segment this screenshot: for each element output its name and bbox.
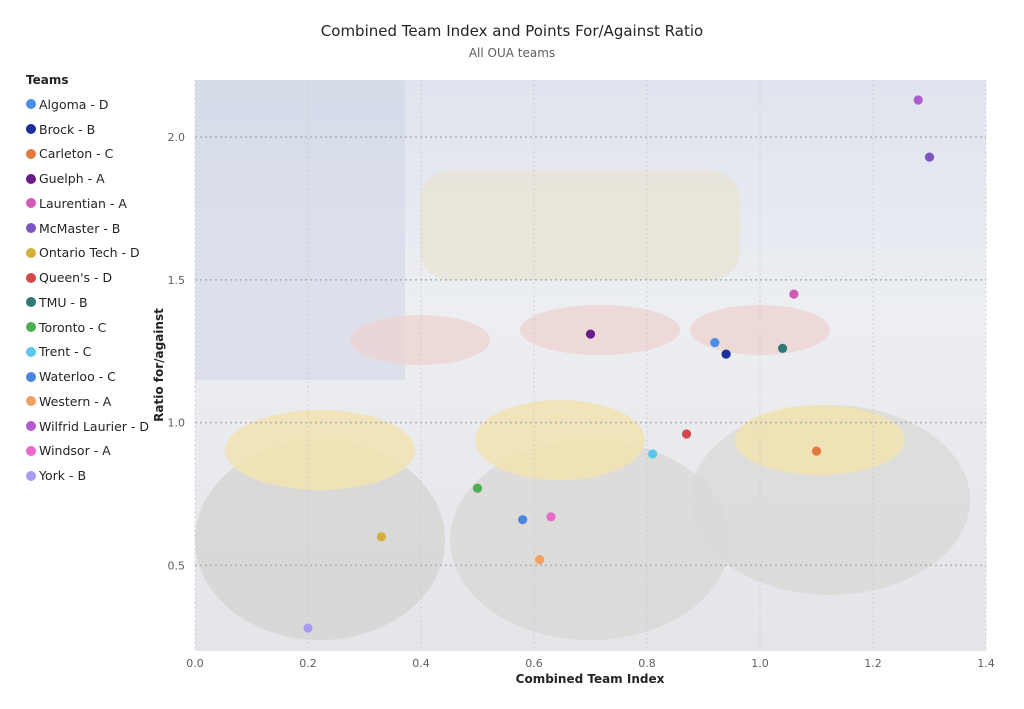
legend-marker bbox=[26, 470, 36, 481]
data-point[interactable] bbox=[546, 512, 556, 522]
x-tick-label: 0.0 bbox=[186, 657, 204, 670]
legend-label: TMU - B bbox=[39, 294, 88, 310]
y-axis-title: Ratio for/against bbox=[152, 308, 166, 422]
data-point[interactable] bbox=[710, 338, 720, 348]
data-point[interactable] bbox=[535, 555, 545, 565]
x-axis: 0.0 0.2 0.4 0.6 0.8 1.0 1.2 1.4 bbox=[186, 657, 995, 670]
data-point[interactable] bbox=[778, 343, 788, 353]
legend-items: Algoma - D Brock - B Carleton - C Guelph - … bbox=[26, 92, 149, 488]
x-tick-label: 1.0 bbox=[751, 657, 769, 670]
data-point[interactable] bbox=[924, 152, 935, 162]
legend-label: Toronto - C bbox=[39, 319, 107, 335]
data-point[interactable] bbox=[681, 429, 692, 439]
legend-label: York - B bbox=[39, 468, 87, 484]
legend-marker bbox=[26, 198, 36, 209]
legend-label: Ontario Tech - D bbox=[39, 245, 140, 261]
legend-label: Guelph - A bbox=[39, 171, 105, 187]
y-tick-label: 0.5 bbox=[168, 559, 186, 572]
y-tick-label: 2.0 bbox=[168, 131, 186, 144]
data-point[interactable] bbox=[303, 623, 313, 633]
y-tick-label: 1.5 bbox=[168, 274, 186, 287]
legend-label: McMaster - B bbox=[39, 220, 121, 236]
data-point[interactable] bbox=[648, 449, 658, 459]
legend-marker bbox=[26, 346, 36, 357]
legend-item[interactable]: TMU - B bbox=[26, 290, 149, 315]
data-point[interactable] bbox=[518, 515, 528, 525]
legend-marker bbox=[26, 124, 36, 135]
legend-item[interactable]: Windsor - A bbox=[26, 439, 149, 464]
legend-title: Teams bbox=[26, 73, 69, 87]
x-tick-label: 0.8 bbox=[638, 657, 656, 670]
x-axis-title: Combined Team Index bbox=[516, 672, 665, 686]
x-tick-label: 0.2 bbox=[299, 657, 317, 670]
chart-subtitle: All OUA teams bbox=[468, 46, 556, 60]
legend-marker bbox=[26, 272, 36, 283]
x-tick-label: 0.6 bbox=[525, 657, 543, 670]
legend-label: Carleton - C bbox=[39, 146, 114, 162]
chart-title: Combined Team Index and Points For/Again… bbox=[320, 22, 704, 40]
legend-label: Waterloo - C bbox=[39, 369, 116, 385]
x-tick-label: 1.4 bbox=[977, 657, 995, 670]
legend-item[interactable]: Laurentian - A bbox=[26, 191, 149, 216]
legend-marker bbox=[26, 297, 36, 308]
legend-label: Algoma - D bbox=[39, 96, 109, 112]
legend-item[interactable]: Guelph - A bbox=[26, 166, 149, 191]
x-tick-label: 0.4 bbox=[412, 657, 430, 670]
legend-marker bbox=[26, 396, 36, 407]
legend-marker bbox=[26, 223, 36, 234]
legend-marker bbox=[26, 173, 36, 184]
legend-item[interactable]: Brock - B bbox=[26, 117, 149, 142]
legend: Teams Algoma - D Brock - B Carleton - C Gue… bbox=[26, 73, 149, 488]
legend-item[interactable]: Ontario Tech - D bbox=[26, 241, 149, 266]
legend-item[interactable]: Carleton - C bbox=[26, 142, 149, 167]
legend-label: Windsor - A bbox=[39, 443, 111, 459]
legend-item[interactable]: Toronto - C bbox=[26, 315, 149, 340]
legend-marker bbox=[26, 445, 36, 456]
legend-marker bbox=[26, 99, 36, 110]
legend-item[interactable]: Queen's - D bbox=[26, 265, 149, 290]
legend-item[interactable]: Trent - C bbox=[26, 340, 149, 365]
legend-item[interactable]: Waterloo - C bbox=[26, 364, 149, 389]
y-tick-label: 1.0 bbox=[168, 417, 186, 430]
data-point[interactable] bbox=[376, 532, 387, 542]
grid-lines bbox=[194, 80, 987, 651]
legend-item[interactable]: Wilfrid Laurier - D bbox=[26, 414, 149, 439]
legend-marker bbox=[26, 148, 36, 159]
data-point[interactable] bbox=[721, 349, 731, 359]
legend-label: Queen's - D bbox=[39, 270, 113, 286]
data-point[interactable] bbox=[789, 289, 799, 299]
y-axis: 0.5 1.0 1.5 2.0 bbox=[168, 131, 186, 572]
legend-marker bbox=[26, 247, 36, 258]
legend-label: Laurentian - A bbox=[39, 195, 127, 211]
legend-item[interactable]: York - B bbox=[26, 463, 149, 488]
plot-background bbox=[195, 80, 986, 651]
data-point[interactable] bbox=[585, 329, 596, 339]
data-point[interactable] bbox=[913, 95, 923, 105]
legend-marker bbox=[26, 322, 36, 333]
data-point[interactable] bbox=[811, 446, 822, 456]
legend-item[interactable]: Western - A bbox=[26, 389, 149, 414]
legend-label: Western - A bbox=[39, 393, 112, 409]
legend-label: Trent - C bbox=[39, 344, 92, 360]
legend-label: Brock - B bbox=[39, 121, 96, 137]
legend-label: Wilfrid Laurier - D bbox=[39, 418, 150, 434]
data-point[interactable] bbox=[472, 483, 483, 493]
legend-item[interactable]: McMaster - B bbox=[26, 216, 149, 241]
legend-marker bbox=[26, 421, 36, 432]
x-tick-label: 1.2 bbox=[864, 657, 882, 670]
legend-marker bbox=[26, 371, 36, 382]
data-points bbox=[303, 95, 935, 633]
legend-item[interactable]: Algoma - D bbox=[26, 92, 149, 117]
